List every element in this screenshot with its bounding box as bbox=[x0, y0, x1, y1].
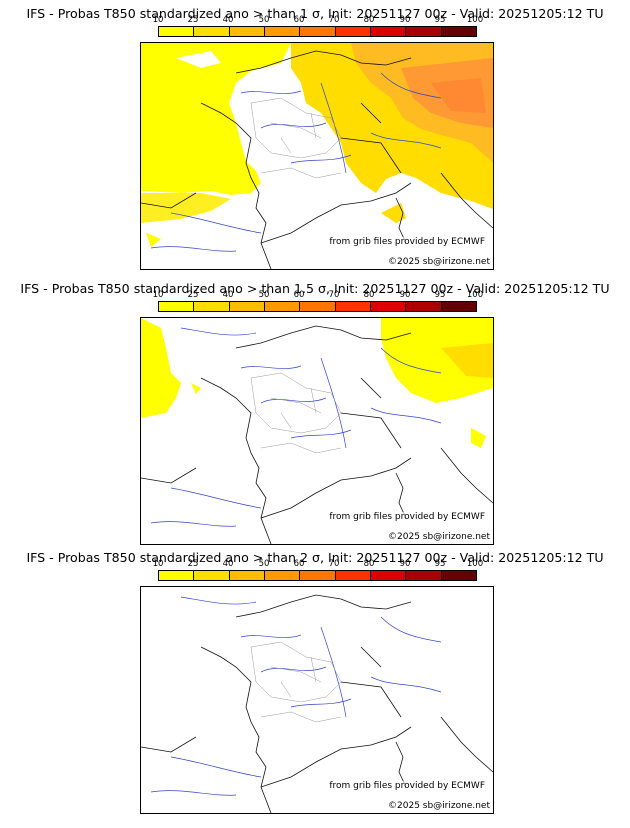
scale-label: 50 bbox=[258, 290, 270, 300]
color-swatch bbox=[159, 571, 195, 580]
color-swatch bbox=[300, 302, 336, 311]
color-swatch bbox=[300, 27, 336, 36]
river-lines bbox=[150, 72, 442, 252]
scale-label: 40 bbox=[222, 290, 234, 300]
source-credit: from grib files provided by ECMWF bbox=[329, 512, 485, 522]
scale-label: 100 bbox=[466, 290, 484, 300]
panel-title: IFS - Probas T850 standardized ano > tha… bbox=[20, 281, 610, 296]
scale-label: 10 bbox=[152, 290, 164, 300]
color-scale-bar bbox=[158, 26, 477, 37]
admin-boundaries bbox=[250, 372, 342, 454]
scale-label: 90 bbox=[399, 559, 411, 569]
color-swatch bbox=[406, 27, 442, 36]
scale-label: 10 bbox=[152, 559, 164, 569]
admin-boundaries bbox=[250, 97, 342, 179]
color-swatch bbox=[194, 571, 230, 580]
admin-boundaries bbox=[250, 641, 342, 723]
color-swatch bbox=[335, 571, 371, 580]
color-scale-labels: 10 25 40 50 60 70 80 90 95 100 bbox=[153, 15, 484, 25]
color-swatch bbox=[300, 571, 336, 580]
scale-label: 50 bbox=[258, 559, 270, 569]
map-panel-2-sigma: IFS - Probas T850 standardized ano > tha… bbox=[0, 544, 630, 814]
scale-label: 100 bbox=[466, 15, 484, 25]
river-lines bbox=[150, 596, 442, 796]
river-lines bbox=[150, 327, 442, 527]
color-swatch bbox=[335, 302, 371, 311]
scale-label: 25 bbox=[187, 15, 199, 25]
color-scale-labels: 10 25 40 50 60 70 80 90 95 100 bbox=[153, 290, 484, 300]
scale-label: 70 bbox=[328, 559, 340, 569]
source-credit: from grib files provided by ECMWF bbox=[329, 237, 485, 247]
scale-label: 95 bbox=[434, 559, 446, 569]
color-swatch bbox=[441, 571, 476, 580]
panel-title: IFS - Probas T850 standardized ano > tha… bbox=[26, 550, 604, 565]
color-swatch bbox=[229, 302, 265, 311]
copyright: ©2025 sb@irizone.net bbox=[388, 801, 490, 811]
color-swatch bbox=[194, 302, 230, 311]
scale-label: 80 bbox=[363, 15, 375, 25]
color-swatch bbox=[229, 27, 265, 36]
scale-label: 40 bbox=[222, 15, 234, 25]
scale-label: 50 bbox=[258, 15, 270, 25]
scale-label: 25 bbox=[187, 559, 199, 569]
color-scale-labels: 10 25 40 50 60 70 80 90 95 100 bbox=[153, 559, 484, 569]
scale-label: 70 bbox=[328, 290, 340, 300]
color-swatch bbox=[370, 571, 407, 580]
scale-label: 70 bbox=[328, 15, 340, 25]
scale-label: 100 bbox=[466, 559, 484, 569]
coastlines bbox=[141, 50, 493, 269]
color-swatch bbox=[406, 571, 442, 580]
scale-label: 90 bbox=[399, 290, 411, 300]
color-scale-bar bbox=[158, 570, 477, 581]
scale-label: 90 bbox=[399, 15, 411, 25]
color-scale-bar bbox=[158, 301, 477, 312]
color-swatch bbox=[441, 27, 476, 36]
scale-label: 80 bbox=[363, 290, 375, 300]
color-swatch bbox=[159, 27, 195, 36]
color-swatch bbox=[264, 302, 301, 311]
scale-label: 60 bbox=[293, 290, 305, 300]
copyright: ©2025 sb@irizone.net bbox=[388, 532, 490, 542]
color-swatch bbox=[406, 302, 442, 311]
copyright: ©2025 sb@irizone.net bbox=[388, 257, 490, 267]
coastlines bbox=[141, 594, 493, 813]
panel-title: IFS - Probas T850 standardized ano > tha… bbox=[26, 6, 604, 21]
source-credit: from grib files provided by ECMWF bbox=[329, 781, 485, 791]
scale-label: 95 bbox=[434, 15, 446, 25]
color-swatch bbox=[229, 571, 265, 580]
color-swatch bbox=[370, 27, 407, 36]
probability-fill bbox=[141, 318, 493, 448]
scale-label: 60 bbox=[293, 559, 305, 569]
scale-label: 10 bbox=[152, 15, 164, 25]
color-swatch bbox=[441, 302, 476, 311]
color-swatch bbox=[264, 27, 301, 36]
color-swatch bbox=[370, 302, 407, 311]
probability-fill bbox=[141, 43, 493, 247]
scale-label: 80 bbox=[363, 559, 375, 569]
color-swatch bbox=[335, 27, 371, 36]
probability-map: from grib files provided by ECMWF ©2025 … bbox=[140, 42, 494, 270]
probability-map: from grib files provided by ECMWF ©2025 … bbox=[140, 317, 494, 545]
color-swatch bbox=[264, 571, 301, 580]
scale-label: 95 bbox=[434, 290, 446, 300]
color-swatch bbox=[159, 302, 195, 311]
scale-label: 25 bbox=[187, 290, 199, 300]
scale-label: 40 bbox=[222, 559, 234, 569]
probability-map: from grib files provided by ECMWF ©2025 … bbox=[140, 586, 494, 814]
coastlines bbox=[141, 325, 493, 544]
map-panel-1-sigma: IFS - Probas T850 standardized ano > tha… bbox=[0, 0, 630, 270]
scale-label: 60 bbox=[293, 15, 305, 25]
color-swatch bbox=[194, 27, 230, 36]
map-panel-1-5-sigma: IFS - Probas T850 standardized ano > tha… bbox=[0, 275, 630, 545]
